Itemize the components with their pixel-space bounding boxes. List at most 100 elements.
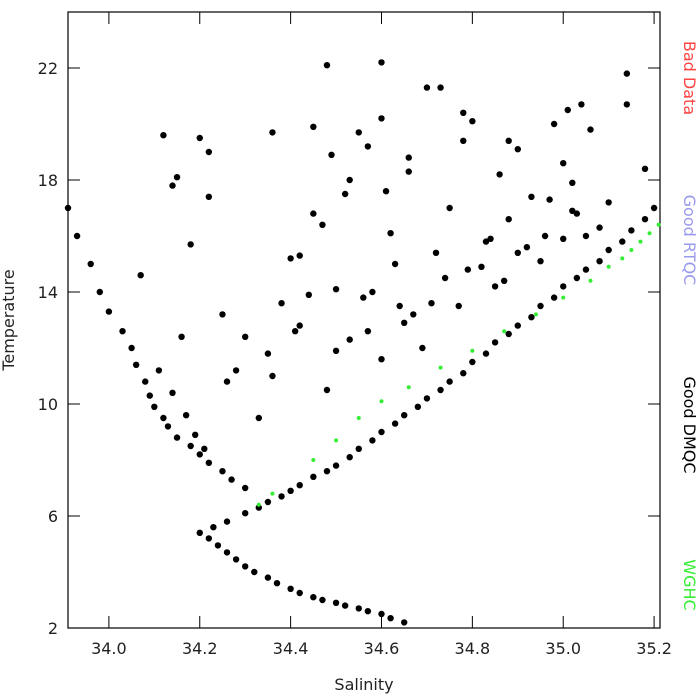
- data-point: [146, 392, 153, 399]
- data-point: [310, 123, 317, 130]
- data-point: [205, 459, 213, 466]
- x-tick-label: 34.4: [273, 639, 309, 658]
- data-point: [569, 179, 576, 186]
- data-point: [629, 248, 634, 252]
- data-point: [264, 574, 272, 581]
- data-point: [391, 420, 399, 427]
- data-point: [201, 445, 208, 452]
- data-point: [369, 437, 376, 444]
- data-point: [628, 227, 635, 234]
- data-point: [241, 484, 249, 492]
- data-point: [638, 239, 643, 244]
- data-point: [414, 403, 422, 410]
- x-axis-label: Salinity: [334, 675, 393, 694]
- data-point: [460, 109, 467, 117]
- data-point: [105, 308, 113, 315]
- data-point: [561, 295, 566, 300]
- data-point: [382, 188, 390, 195]
- data-point: [502, 329, 507, 334]
- data-point: [332, 347, 340, 354]
- data-point: [219, 311, 226, 318]
- data-point: [378, 356, 385, 363]
- x-tick-label: 34.2: [182, 639, 218, 658]
- data-point: [446, 378, 453, 385]
- data-point: [378, 59, 385, 66]
- data-point: [87, 260, 94, 268]
- y-tick-label: 10: [38, 395, 58, 414]
- data-point: [437, 386, 444, 394]
- data-point: [596, 258, 603, 265]
- data-point: [369, 288, 376, 296]
- data-point: [187, 442, 194, 450]
- data-point: [210, 524, 217, 531]
- data-point: [323, 386, 331, 394]
- legend-entry: WGHC: [680, 559, 699, 610]
- data-point: [378, 610, 385, 618]
- data-point: [310, 473, 317, 480]
- data-point: [323, 468, 331, 475]
- data-point: [505, 137, 512, 144]
- x-tick-label: 34.8: [455, 639, 491, 658]
- data-point: [305, 291, 312, 298]
- data-point: [582, 266, 590, 273]
- data-point: [423, 84, 431, 91]
- data-point: [546, 196, 553, 203]
- data-point: [560, 160, 567, 167]
- data-point: [169, 389, 176, 396]
- data-point: [155, 367, 163, 374]
- data-point: [232, 556, 240, 563]
- data-point: [500, 277, 508, 284]
- data-point: [401, 619, 408, 626]
- x-tick-label: 34.6: [364, 639, 400, 658]
- data-point: [641, 165, 649, 172]
- data-point: [232, 367, 240, 374]
- data-point: [346, 336, 353, 343]
- data-point: [541, 232, 549, 240]
- data-point: [647, 231, 652, 236]
- data-point: [264, 498, 272, 506]
- data-point: [401, 412, 408, 419]
- data-point: [514, 322, 521, 329]
- data-point: [296, 252, 303, 259]
- data-point: [160, 414, 167, 422]
- data-point: [228, 476, 235, 483]
- data-point: [323, 61, 331, 69]
- data-point: [605, 246, 612, 254]
- legend-entry: Good RTQC: [680, 195, 699, 286]
- data-point: [169, 182, 176, 189]
- data-point: [128, 344, 135, 352]
- data-point: [196, 529, 203, 536]
- data-point: [391, 260, 399, 268]
- data-point: [496, 171, 503, 178]
- data-point: [656, 222, 661, 227]
- data-point: [514, 146, 521, 153]
- data-point: [455, 302, 462, 310]
- data-point: [469, 358, 476, 366]
- data-point: [173, 434, 181, 441]
- data-point: [196, 134, 203, 142]
- data-point: [278, 493, 285, 500]
- data-point: [560, 283, 567, 290]
- data-point: [460, 137, 467, 144]
- data-point: [287, 585, 294, 592]
- data-point: [151, 403, 158, 410]
- data-point: [378, 428, 385, 436]
- data-point: [346, 176, 353, 184]
- data-point: [341, 190, 349, 198]
- data-point: [378, 115, 385, 122]
- data-point: [405, 154, 412, 161]
- x-tick-label: 34.0: [91, 639, 127, 658]
- data-point: [605, 199, 612, 206]
- data-point: [223, 518, 231, 525]
- data-point: [182, 412, 190, 419]
- data-point: [142, 378, 149, 385]
- data-point: [514, 249, 521, 256]
- data-point: [419, 344, 426, 352]
- data-point: [360, 294, 367, 301]
- data-point: [356, 416, 361, 420]
- data-point: [537, 258, 544, 265]
- data-point: [470, 348, 475, 353]
- y-tick-label: 2: [48, 619, 58, 638]
- data-point: [364, 328, 372, 335]
- data-point: [623, 70, 631, 77]
